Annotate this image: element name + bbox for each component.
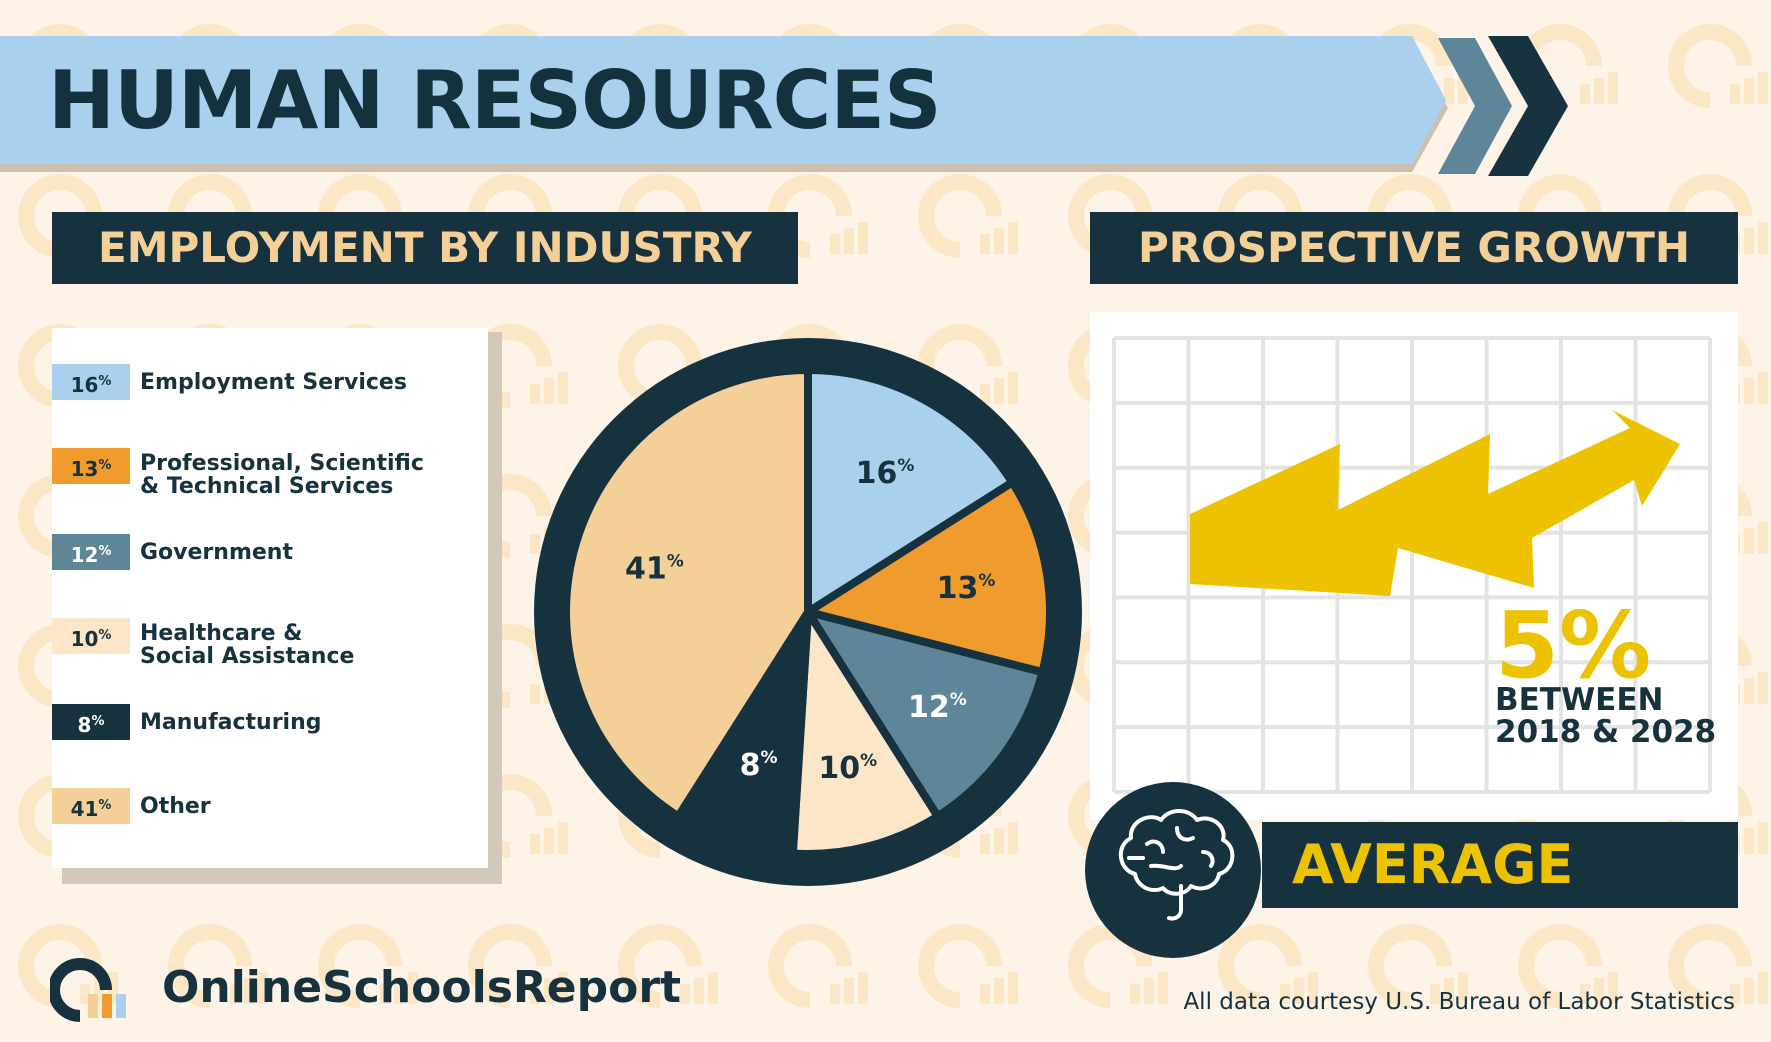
growth-period-line2: 2018 & 2028: [1495, 714, 1717, 750]
brain-badge: [1085, 782, 1261, 958]
pie-slice-label: 41%: [625, 551, 684, 586]
legend-label: Manufacturing: [140, 710, 322, 735]
growth-rating: AVERAGE: [1292, 833, 1574, 896]
pie-slice-label: 8%: [740, 748, 778, 783]
pie-slice: [674, 608, 812, 858]
legend-label: Government: [140, 540, 293, 565]
growth-rating-bar: [1262, 822, 1738, 908]
legend-swatch: 16%: [52, 364, 130, 400]
chevron-icon: [1488, 36, 1568, 176]
pie-slice: [788, 608, 942, 858]
pie-slice-label: 13%: [937, 571, 996, 606]
legend-label: Professional, Scientific & Technical Ser…: [140, 451, 424, 499]
brain-icon: [1119, 809, 1235, 921]
legend-label: Other: [140, 794, 211, 819]
legend-label: Healthcare & Social Assistance: [140, 621, 355, 669]
legend: 16% Employment Services 13% Professional…: [52, 328, 488, 868]
pie-slice-label: 10%: [818, 751, 877, 786]
data-source: All data courtesy U.S. Bureau of Labor S…: [1183, 989, 1735, 1015]
growth-header: PROSPECTIVE GROWTH: [1090, 212, 1738, 284]
legend-swatch: 41%: [52, 788, 130, 824]
brand-logo-icon: [50, 958, 126, 1022]
legend-label: Employment Services: [140, 370, 407, 395]
growth-period: BETWEEN 2018 & 2028: [1495, 684, 1716, 748]
legend-swatch: 8%: [52, 704, 130, 740]
pie-slice: [804, 366, 1017, 616]
chevron-icon: [1438, 38, 1512, 174]
legend-swatch: 13%: [52, 448, 130, 484]
legend-swatch: 10%: [52, 618, 130, 654]
growth-value: 5%: [1495, 592, 1652, 699]
pie-slice: [804, 608, 1047, 821]
title-banner: [0, 36, 1568, 176]
employment-header: EMPLOYMENT BY INDUSTRY: [52, 212, 798, 284]
legend-swatch: 12%: [52, 534, 130, 570]
pie-slice-label: 16%: [856, 456, 915, 491]
growth-arrow-icon: [1190, 410, 1680, 596]
page-title: HUMAN RESOURCES: [48, 54, 942, 147]
pie-slice: [562, 366, 812, 821]
pie-chart: 16% 13% 12% 10% 8% 41%: [534, 338, 1082, 886]
brand-name: OnlineSchoolsReport: [162, 962, 682, 1013]
growth-period-line1: BETWEEN: [1495, 682, 1664, 718]
pie-slice-label: 12%: [908, 690, 967, 725]
